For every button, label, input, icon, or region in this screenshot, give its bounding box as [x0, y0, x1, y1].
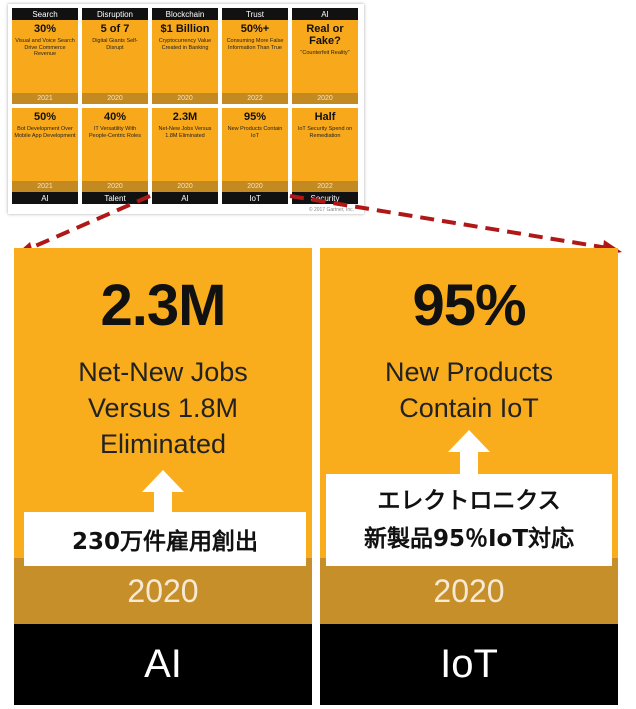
thumb-card-body: 2.3M Net-New Jobs Versus 1.8M Eliminated [152, 108, 218, 181]
thumb-card-year: 2022 [222, 93, 288, 104]
thumbnail-predictions-grid: Search 30% Visual and Voice Search Drive… [8, 4, 364, 214]
thumb-card-desc: IoT Security Spend on Remediation [297, 126, 353, 139]
thumb-card-stat: $1 Billion [160, 23, 210, 35]
thumb-card-body: 95% New Products Contain IoT [222, 108, 288, 181]
thumb-card-security: Half IoT Security Spend on Remediation 2… [292, 108, 358, 204]
thumb-card-body: Real or Fake? "Counterfeit Reality" [292, 20, 358, 93]
thumb-card-trust: Trust 50%+ Consuming More False Informat… [222, 8, 288, 104]
panel-stat: 95% [412, 273, 526, 338]
thumb-card-label: AI [12, 192, 78, 204]
thumb-card-desc: New Products Contain IoT [227, 126, 283, 139]
panel-category: IoT [320, 624, 618, 705]
thumb-card-iot: 95% New Products Contain IoT 2020 IoT [222, 108, 288, 204]
thumb-card-ai-bots: 50% Bot Development Over Mobile App Deve… [12, 108, 78, 204]
thumb-card-body: 30% Visual and Voice Search Drive Commer… [12, 20, 78, 93]
panel-description-line: Net-New Jobs [78, 357, 248, 387]
thumb-card-stat: 5 of 7 [100, 23, 130, 35]
thumb-card-year: 2021 [12, 93, 78, 104]
panel-year: 2020 [14, 558, 312, 624]
panel-description: New Products Contain IoT [320, 354, 618, 426]
thumb-card-desc: IT Versatility With People-Centric Roles [89, 126, 141, 139]
thumb-card-label: IoT [222, 192, 288, 204]
up-arrow-icon [142, 470, 184, 514]
thumb-card-label: Security [292, 192, 358, 204]
thumb-card-stat: Half [314, 111, 336, 123]
panel-description-line: Eliminated [99, 429, 227, 459]
panel-category: AI [14, 624, 312, 705]
thumb-card-desc: Net-New Jobs Versus 1.8M Eliminated [158, 126, 212, 139]
thumbnail-row-top: Search 30% Visual and Voice Search Drive… [12, 8, 358, 104]
callout-line: 230万件雇用創出 [71, 529, 258, 555]
callout-line: 新製品95％IoT対応 [363, 526, 575, 552]
thumb-card-talent: 40% IT Versatility With People-Centric R… [82, 108, 148, 204]
thumb-card-stat: 40% [103, 111, 127, 123]
thumb-card-disruption: Disruption 5 of 7 Digital Giants Self-Di… [82, 8, 148, 104]
thumb-card-year: 2020 [152, 93, 218, 104]
thumb-card-desc: Digital Giants Self-Disrupt [92, 38, 138, 51]
thumb-card-year: 2020 [222, 181, 288, 192]
thumb-card-body: 50% Bot Development Over Mobile App Deve… [12, 108, 78, 181]
thumb-card-label: AI [152, 192, 218, 204]
panel-description: Net-New Jobs Versus 1.8M Eliminated [14, 354, 312, 462]
thumb-card-desc: Visual and Voice Search Drive Commerce R… [15, 38, 75, 57]
thumb-card-body: $1 Billion Cryptocurrency Value Created … [152, 20, 218, 93]
thumbnail-copyright: © 2017 Gartner, Inc. [308, 207, 354, 213]
thumb-card-body: 50%+ Consuming More False Information Th… [222, 20, 288, 93]
thumb-card-year: 2020 [82, 93, 148, 104]
thumb-card-label: Talent [82, 192, 148, 204]
thumb-card-label: Blockchain [152, 8, 218, 20]
thumb-card-year: 2020 [82, 181, 148, 192]
thumb-card-body: Half IoT Security Spend on Remediation [292, 108, 358, 181]
thumb-card-year: 2021 [12, 181, 78, 192]
panel-body: 95% New Products Contain IoT エレクトロニクス 新製… [320, 248, 618, 566]
thumb-card-body: 5 of 7 Digital Giants Self-Disrupt [82, 20, 148, 93]
thumb-card-stat: 2.3M [172, 111, 198, 123]
panel-description-line: New Products [384, 357, 554, 387]
thumb-card-stat: Real or Fake? [306, 23, 344, 47]
thumb-card-desc: Consuming More False Information Than Tr… [226, 38, 284, 51]
up-arrow-icon [448, 430, 490, 474]
thumb-card-label: AI [292, 8, 358, 20]
panel-stat: 2.3M [100, 273, 227, 338]
thumb-card-stat: 95% [243, 111, 267, 123]
thumb-card-desc: "Counterfeit Reality" [300, 50, 350, 56]
thumb-card-ai-jobs: 2.3M Net-New Jobs Versus 1.8M Eliminated… [152, 108, 218, 204]
callout-line: エレクトロニクス [377, 488, 561, 514]
panel-iot-products: 95% New Products Contain IoT エレクトロニクス 新製… [320, 248, 618, 705]
thumb-card-year: 2022 [292, 181, 358, 192]
thumb-card-desc: Bot Development Over Mobile App Developm… [14, 126, 76, 139]
thumb-card-search: Search 30% Visual and Voice Search Drive… [12, 8, 78, 104]
panel-description-line: Versus 1.8M [87, 393, 239, 423]
thumb-card-stat: 30% [33, 23, 57, 35]
thumb-card-ai-reality: AI Real or Fake? "Counterfeit Reality" 2… [292, 8, 358, 104]
panel-ai-jobs: 2.3M Net-New Jobs Versus 1.8M Eliminated… [14, 248, 312, 705]
japanese-callout: 230万件雇用創出 [24, 512, 306, 566]
thumb-card-body: 40% IT Versatility With People-Centric R… [82, 108, 148, 181]
thumb-card-year: 2020 [292, 93, 358, 104]
thumb-card-stat: 50% [33, 111, 57, 123]
panel-year: 2020 [320, 558, 618, 624]
thumb-card-year: 2020 [152, 181, 218, 192]
panel-body: 2.3M Net-New Jobs Versus 1.8M Eliminated… [14, 248, 312, 566]
thumb-card-desc: Cryptocurrency Value Created in Banking [158, 38, 212, 51]
thumbnail-row-bottom: 50% Bot Development Over Mobile App Deve… [12, 108, 358, 204]
thumb-card-stat: 50%+ [240, 23, 270, 35]
thumb-card-label: Search [12, 8, 78, 20]
panel-description-line: Contain IoT [399, 393, 539, 423]
japanese-callout: エレクトロニクス 新製品95％IoT対応 [326, 474, 612, 566]
thumb-card-label: Trust [222, 8, 288, 20]
thumb-card-blockchain: Blockchain $1 Billion Cryptocurrency Val… [152, 8, 218, 104]
thumb-card-label: Disruption [82, 8, 148, 20]
